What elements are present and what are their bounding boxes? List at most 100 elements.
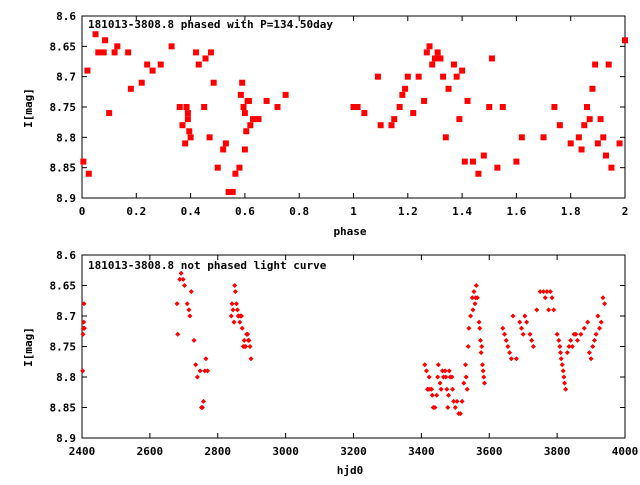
unphased-data-point [593,331,599,337]
phased-data-point [111,49,118,56]
unphased-plot-title: 181013-3808.8 not phased light curve [88,259,327,272]
unphased-data-point [581,325,587,331]
phased-x-tick-label: 0 [79,205,86,218]
unphased-data-point [556,337,562,343]
unphased-data-point [194,374,200,380]
phased-data-point [263,97,270,104]
phased-data-point [464,97,471,104]
phased-y-axis-label: I[mag] [22,88,35,128]
phased-data-point [193,49,200,56]
unphased-data-point [546,307,552,313]
unphased-y-tick-label: 8.6 [56,249,76,262]
unphased-data-point [248,356,254,362]
unphased-data-point [234,307,240,313]
unphased-data-point [478,350,484,356]
unphased-data-point [454,398,460,404]
phased-data-point [207,49,214,56]
phased-data-point [80,158,87,165]
phased-data-point [415,73,422,80]
phased-data-point [556,122,563,129]
phased-data-point [594,140,601,147]
unphased-data-point [435,374,441,380]
unphased-data-point [432,405,438,410]
phased-data-point [469,158,476,165]
unphased-axis-ticks: 2400 2600 2800 3000 3200 3400 3600 3800 4000 8.6 8… [50,249,639,458]
phased-x-tick-label: 0.6 [235,205,255,218]
unphased-data-point [202,368,208,374]
unphased-data-point [81,301,87,307]
unphased-data-point [479,362,485,368]
unphased-x-tick-label: 3200 [340,445,367,458]
unphased-data-point [239,325,245,331]
unphased-x-tick-label: 4000 [612,445,639,458]
phased-data-point [114,43,121,50]
unphased-y-axis-label: I[mag] [22,327,35,367]
unphased-data-point [505,344,511,349]
unphased-data-point [472,301,478,307]
phased-data-point [149,67,156,74]
unphased-data-point [465,344,471,349]
phased-data-point [84,67,91,74]
unphased-data-point [544,289,550,295]
phased-data-point [374,73,381,80]
phased-data-point [184,110,191,117]
phased-data-point [399,91,406,98]
unphased-data-point [586,350,592,356]
unphased-data-point [188,289,194,295]
phased-data-point [206,134,213,141]
unphased-data-point [520,331,526,337]
phased-data-point [222,140,229,147]
unphased-data-point [557,344,563,349]
unphased-data-point [562,380,568,386]
unphased-data-point [517,319,523,325]
unphased-y-tick-label: 8.9 [56,432,76,445]
phased-data-point [605,61,612,68]
phased-data-point [184,116,191,123]
unphased-data-point [197,368,203,374]
unphased-data-point [479,344,485,349]
unphased-data-point [442,368,448,374]
phased-y-tick-label: 8.6 [56,10,76,23]
phased-data-point [240,104,247,110]
phased-data-point [494,164,501,171]
unphased-data-point [534,307,540,313]
unphased-data-point [233,301,239,307]
unphased-data-point [469,295,475,301]
unphased-data-point [435,362,441,368]
unphased-data-point [443,374,449,380]
unphased-data-point [245,331,251,337]
phased-data-point [125,49,132,56]
phased-data-point [589,85,596,92]
unphased-data-point [231,319,237,325]
unphased-x-tick-label: 3400 [408,445,435,458]
unphased-data-point [560,368,566,374]
phased-data-point [241,110,248,117]
unphased-data-point [476,319,482,325]
unphased-data-point [237,319,243,325]
phased-x-tick-label: 0.8 [289,205,309,218]
phased-data-point [459,67,466,74]
unphased-data-point [80,368,86,374]
unphased-data-point [591,337,597,343]
unphased-data-point [585,319,591,325]
phased-data-point [127,85,134,92]
unphased-data-point [529,337,535,343]
phased-data-point [592,61,599,68]
unphased-data-point [508,356,514,362]
phased-data-point [210,79,217,86]
phased-data-point [350,104,357,110]
phased-y-tick-label: 8.9 [56,192,76,205]
phased-x-tick-label: 1 [350,205,357,218]
unphased-data-point [445,405,451,410]
phased-y-tick-label: 8.75 [50,101,77,114]
unphased-data-point [578,331,584,337]
unphased-data-point [563,386,569,392]
unphased-data-point [462,362,468,368]
unphased-data-point [574,337,580,343]
unphased-data-point [193,362,199,368]
unphased-data-point [569,344,575,349]
unphased-data-point [191,337,197,343]
phased-data-point [282,91,289,98]
unphased-data-point [542,295,548,301]
unphased-y-tick-label: 8.65 [50,280,77,293]
